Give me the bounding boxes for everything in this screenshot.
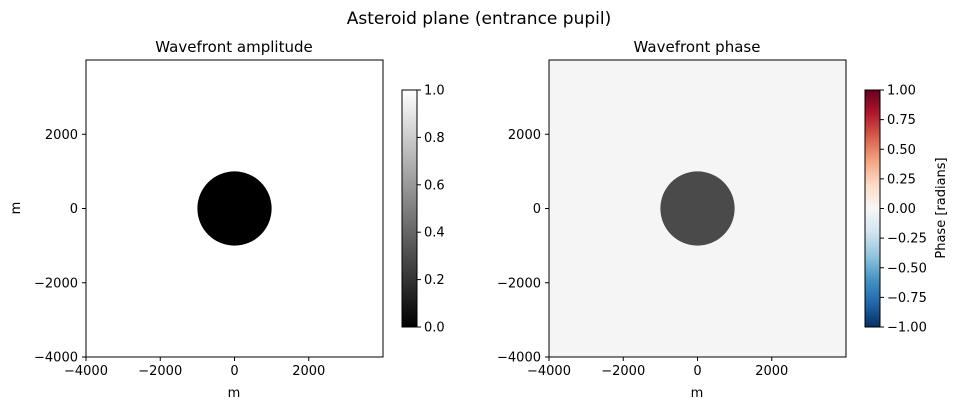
amplitude-xtick-label: −2000 [138,364,182,379]
amplitude-ytick-label: −2000 [34,276,78,291]
phase-colorbar-tick-label: 1.00 [887,84,916,99]
phase-colorbar-label: Phase [radians] [934,157,949,258]
amplitude-colorbar-tick-label: 1.0 [424,84,445,99]
phase-colorbar [864,89,881,328]
amplitude-colorbar-tick-label: 0.8 [424,131,445,146]
phase-xtick-label: 0 [693,364,701,379]
phase-colorbar-tick-label: −0.50 [887,261,927,276]
phase-colorbar-tick-label: −0.75 [887,291,927,306]
amplitude-colorbar-tick-label: 0.0 [424,321,445,336]
figure-title: Asteroid plane (entrance pupil) [347,9,611,29]
amplitude-colorbar-tick-label: 0.2 [424,273,445,288]
amplitude-xtick-label: −4000 [64,364,108,379]
amplitude-colorbar-tick-label: 0.4 [424,226,445,241]
amplitude-ytick-label: −4000 [34,351,78,366]
amplitude-colorbar-tick-label: 0.6 [424,178,445,193]
phase-panel: Wavefront phase −4000 −2000 0 2000 −4000 −200… [497,38,949,401]
amplitude-panel: Wavefront amplitude −4000 −2000 0 2000 −4000… [9,38,445,401]
amplitude-colorbar [401,89,418,328]
phase-asteroid-disk [660,171,735,246]
amplitude-xtick-label: 0 [230,364,238,379]
amplitude-ytick-label: 0 [70,202,78,217]
amplitude-ytick-label: 2000 [45,128,78,143]
amplitude-ylabel: m [9,202,24,215]
amplitude-xtick-label: 2000 [292,364,325,379]
amplitude-xlabel: m [228,386,241,401]
phase-ytick-label: 0 [533,202,541,217]
phase-xtick-label: 2000 [755,364,788,379]
phase-colorbar-tick-label: 0.25 [887,172,916,187]
phase-colorbar-tick-label: 0.00 [887,202,916,217]
amplitude-asteroid-disk [197,171,272,246]
phase-colorbar-tick-label: 0.75 [887,113,916,128]
phase-ytick-label: −2000 [497,276,541,291]
phase-colorbar-tick-label: −1.00 [887,321,927,336]
amplitude-title: Wavefront amplitude [155,38,312,56]
phase-colorbar-tick-label: −0.25 [887,232,927,247]
phase-ytick-label: 2000 [508,128,541,143]
phase-xlabel: m [691,386,704,401]
phase-colorbar-tick-label: 0.50 [887,143,916,158]
phase-xtick-label: −2000 [601,364,645,379]
phase-title: Wavefront phase [634,38,761,56]
phase-xtick-label: −4000 [527,364,571,379]
phase-ytick-label: −4000 [497,351,541,366]
